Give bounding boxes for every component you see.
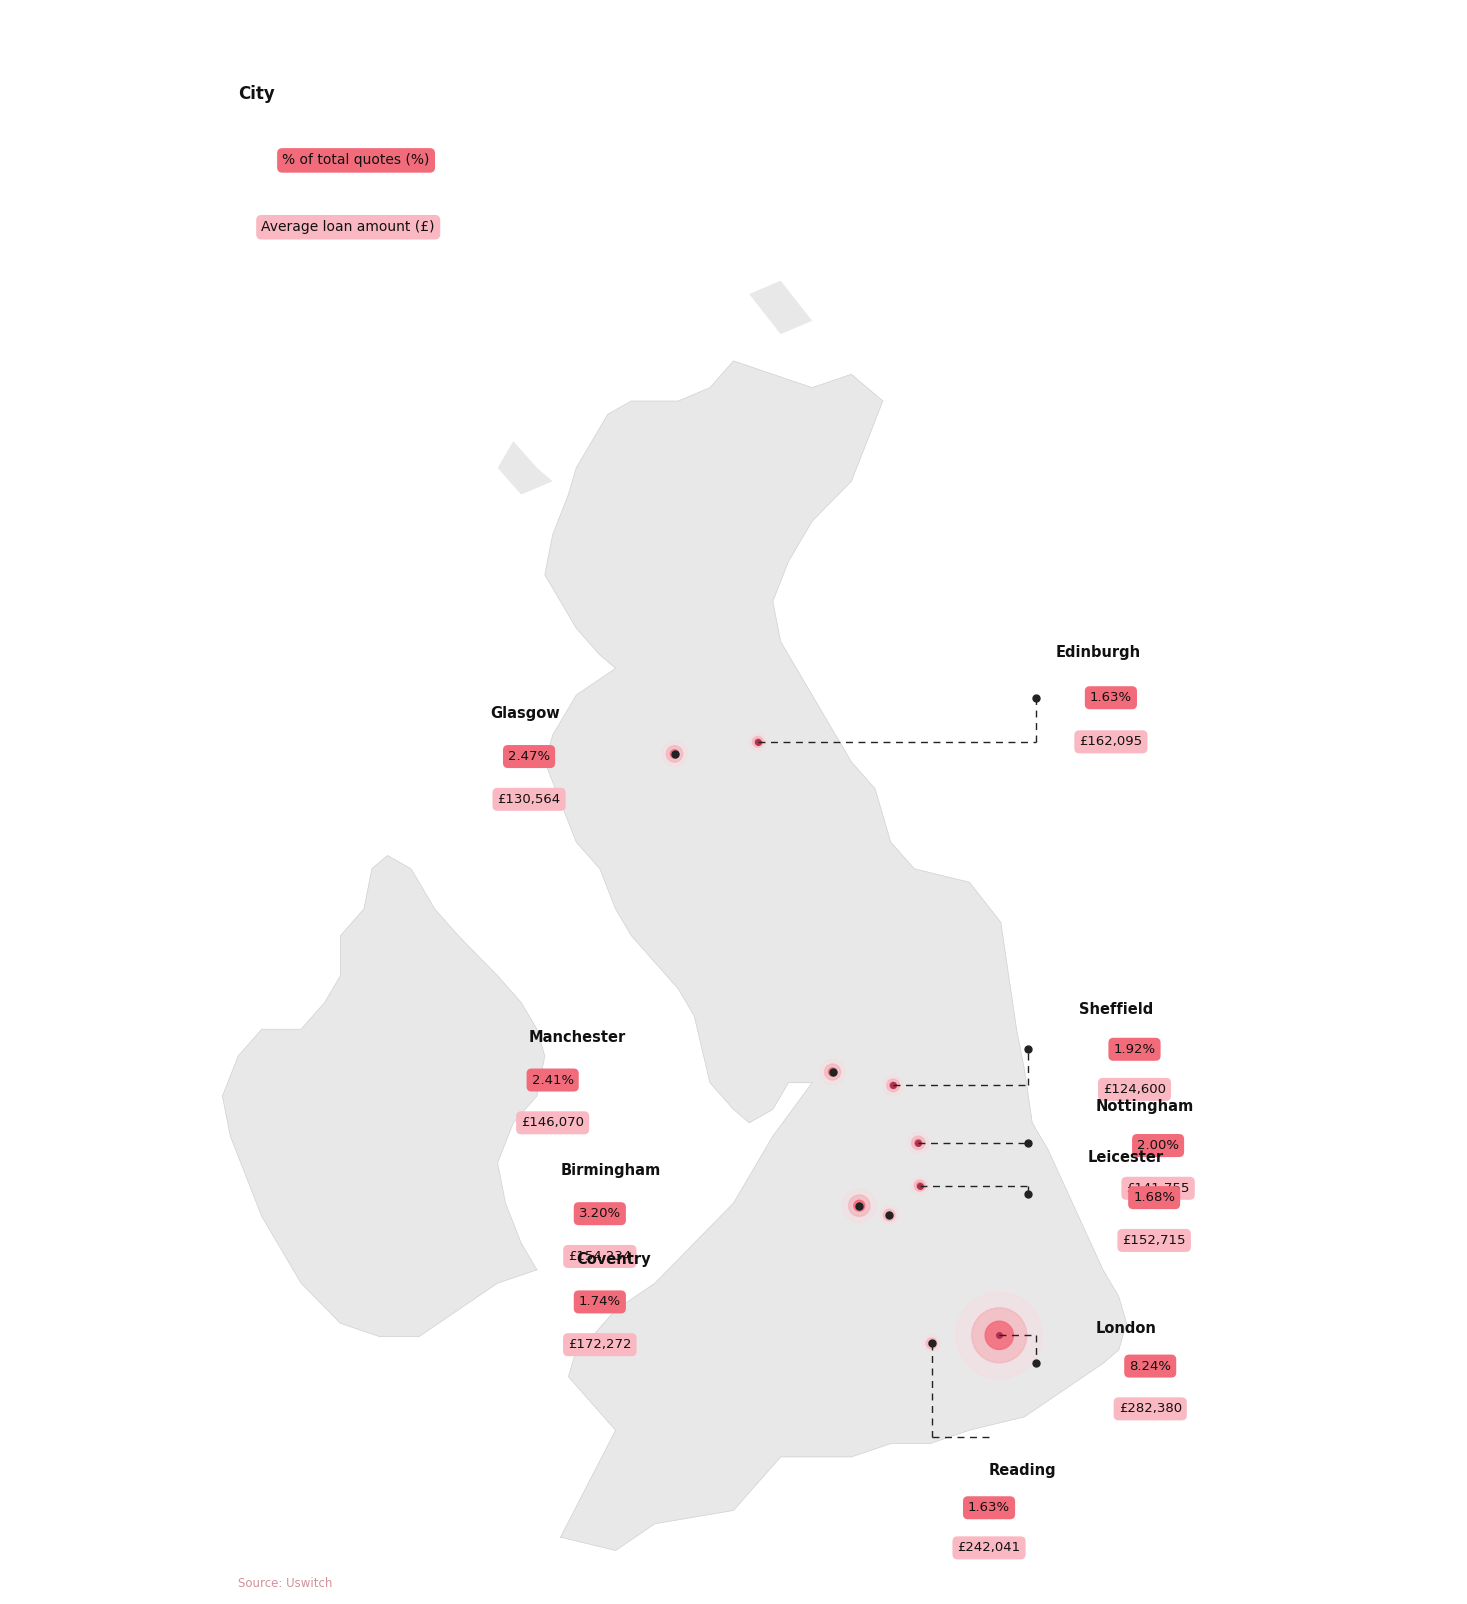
Ellipse shape — [956, 1293, 1043, 1378]
Ellipse shape — [914, 1181, 926, 1192]
Text: £146,070: £146,070 — [521, 1116, 584, 1129]
Text: 2.00%: 2.00% — [1137, 1139, 1179, 1152]
Ellipse shape — [971, 1307, 1027, 1363]
Ellipse shape — [923, 1335, 940, 1352]
Ellipse shape — [820, 1059, 845, 1084]
Text: Leicester: Leicester — [1087, 1150, 1163, 1165]
Ellipse shape — [908, 1132, 929, 1153]
Text: £152,715: £152,715 — [1122, 1233, 1185, 1246]
Ellipse shape — [880, 1206, 898, 1224]
Text: London: London — [1096, 1322, 1156, 1336]
Ellipse shape — [666, 746, 682, 762]
Text: £172,272: £172,272 — [568, 1338, 632, 1351]
Ellipse shape — [883, 1075, 904, 1096]
Text: 1.68%: 1.68% — [1133, 1192, 1175, 1205]
Ellipse shape — [890, 1083, 896, 1089]
Text: % of total quotes (%): % of total quotes (%) — [283, 154, 430, 167]
Ellipse shape — [883, 1209, 895, 1221]
Ellipse shape — [848, 1195, 870, 1216]
Text: 1.63%: 1.63% — [968, 1501, 1011, 1514]
Ellipse shape — [753, 736, 763, 747]
Text: £282,380: £282,380 — [1119, 1402, 1182, 1415]
Text: Nottingham: Nottingham — [1096, 1099, 1194, 1115]
Text: £141,755: £141,755 — [1127, 1182, 1190, 1195]
Ellipse shape — [986, 1322, 1014, 1349]
Text: 8.24%: 8.24% — [1130, 1360, 1171, 1373]
Ellipse shape — [886, 1079, 899, 1092]
Text: 1.63%: 1.63% — [1090, 691, 1133, 704]
Text: Average loan amount (£): Average loan amount (£) — [261, 220, 436, 234]
Ellipse shape — [750, 733, 766, 751]
Text: Source: Uswitch: Source: Uswitch — [238, 1577, 333, 1591]
Ellipse shape — [662, 741, 688, 767]
Ellipse shape — [886, 1213, 892, 1217]
Text: £154,234: £154,234 — [568, 1250, 631, 1262]
Ellipse shape — [842, 1189, 876, 1222]
Text: Glasgow: Glasgow — [490, 706, 559, 722]
Text: 2.41%: 2.41% — [531, 1073, 574, 1086]
Polygon shape — [497, 441, 553, 494]
Ellipse shape — [917, 1182, 923, 1189]
Text: Coventry: Coventry — [577, 1251, 651, 1267]
Text: £130,564: £130,564 — [497, 792, 560, 805]
Ellipse shape — [824, 1063, 841, 1079]
Ellipse shape — [926, 1338, 937, 1349]
Text: £124,600: £124,600 — [1103, 1083, 1166, 1096]
Text: 3.20%: 3.20% — [579, 1208, 621, 1221]
Ellipse shape — [915, 1139, 921, 1147]
Text: 1.74%: 1.74% — [579, 1296, 621, 1309]
Text: Sheffield: Sheffield — [1080, 1001, 1153, 1017]
Polygon shape — [750, 281, 813, 334]
Text: City: City — [238, 85, 274, 103]
Text: Reading: Reading — [989, 1463, 1056, 1477]
Text: £162,095: £162,095 — [1080, 735, 1143, 749]
Ellipse shape — [829, 1068, 836, 1076]
Ellipse shape — [854, 1200, 866, 1211]
Ellipse shape — [929, 1341, 934, 1346]
Text: 1.92%: 1.92% — [1113, 1043, 1156, 1055]
Ellipse shape — [670, 749, 679, 759]
Polygon shape — [544, 361, 1127, 1551]
Polygon shape — [223, 855, 544, 1336]
Text: Edinburgh: Edinburgh — [1056, 645, 1141, 659]
Ellipse shape — [911, 1177, 929, 1195]
Ellipse shape — [756, 739, 761, 744]
Text: 2.47%: 2.47% — [508, 751, 550, 764]
Text: Manchester: Manchester — [530, 1030, 626, 1044]
Text: Birmingham: Birmingham — [560, 1163, 660, 1179]
Ellipse shape — [911, 1136, 926, 1150]
Text: £242,041: £242,041 — [958, 1541, 1021, 1554]
